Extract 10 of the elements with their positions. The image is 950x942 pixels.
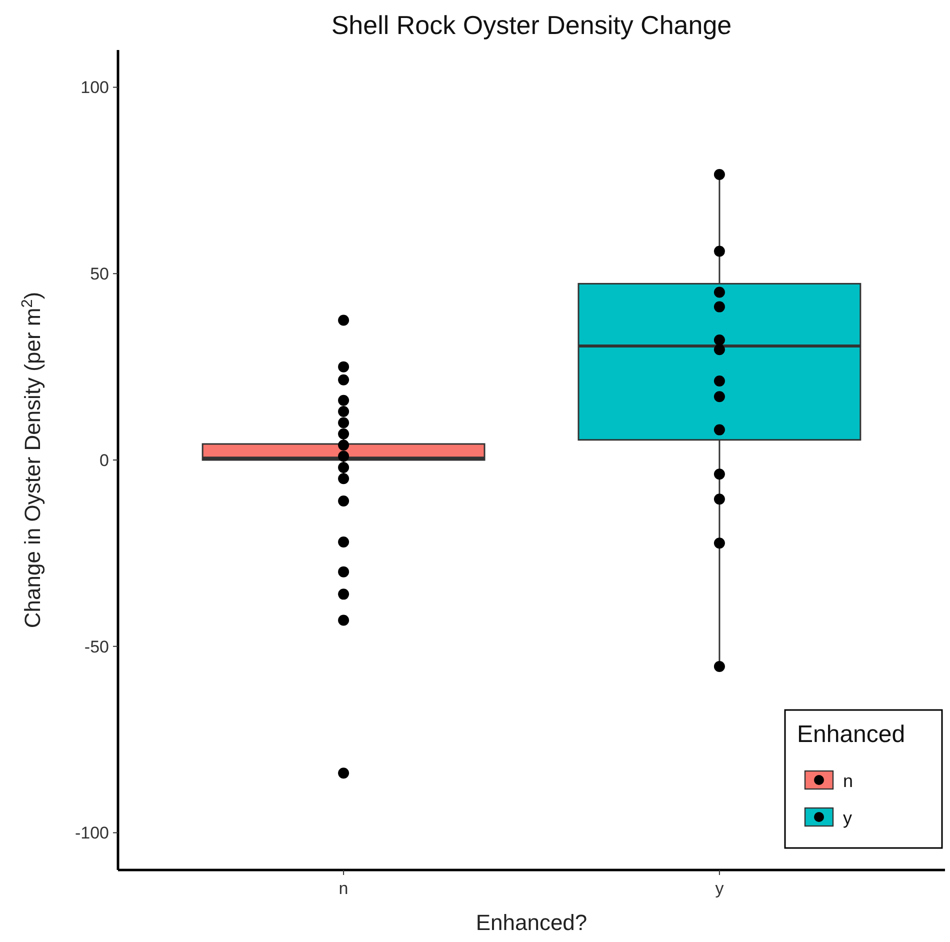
x-axis-title: Enhanced? [476, 910, 588, 935]
y-tick-label: 100 [80, 78, 109, 98]
y-tick-label: -50 [84, 637, 109, 656]
legend-title: Enhanced [797, 721, 906, 748]
y-tick-label: 50 [90, 264, 109, 284]
chart-title: Shell Rock Oyster Density Change [331, 10, 732, 40]
y-tick-label: -100 [74, 824, 109, 843]
legend-label: n [843, 771, 854, 791]
legend-label: y [843, 808, 852, 828]
y-tick-label: 0 [100, 450, 109, 470]
